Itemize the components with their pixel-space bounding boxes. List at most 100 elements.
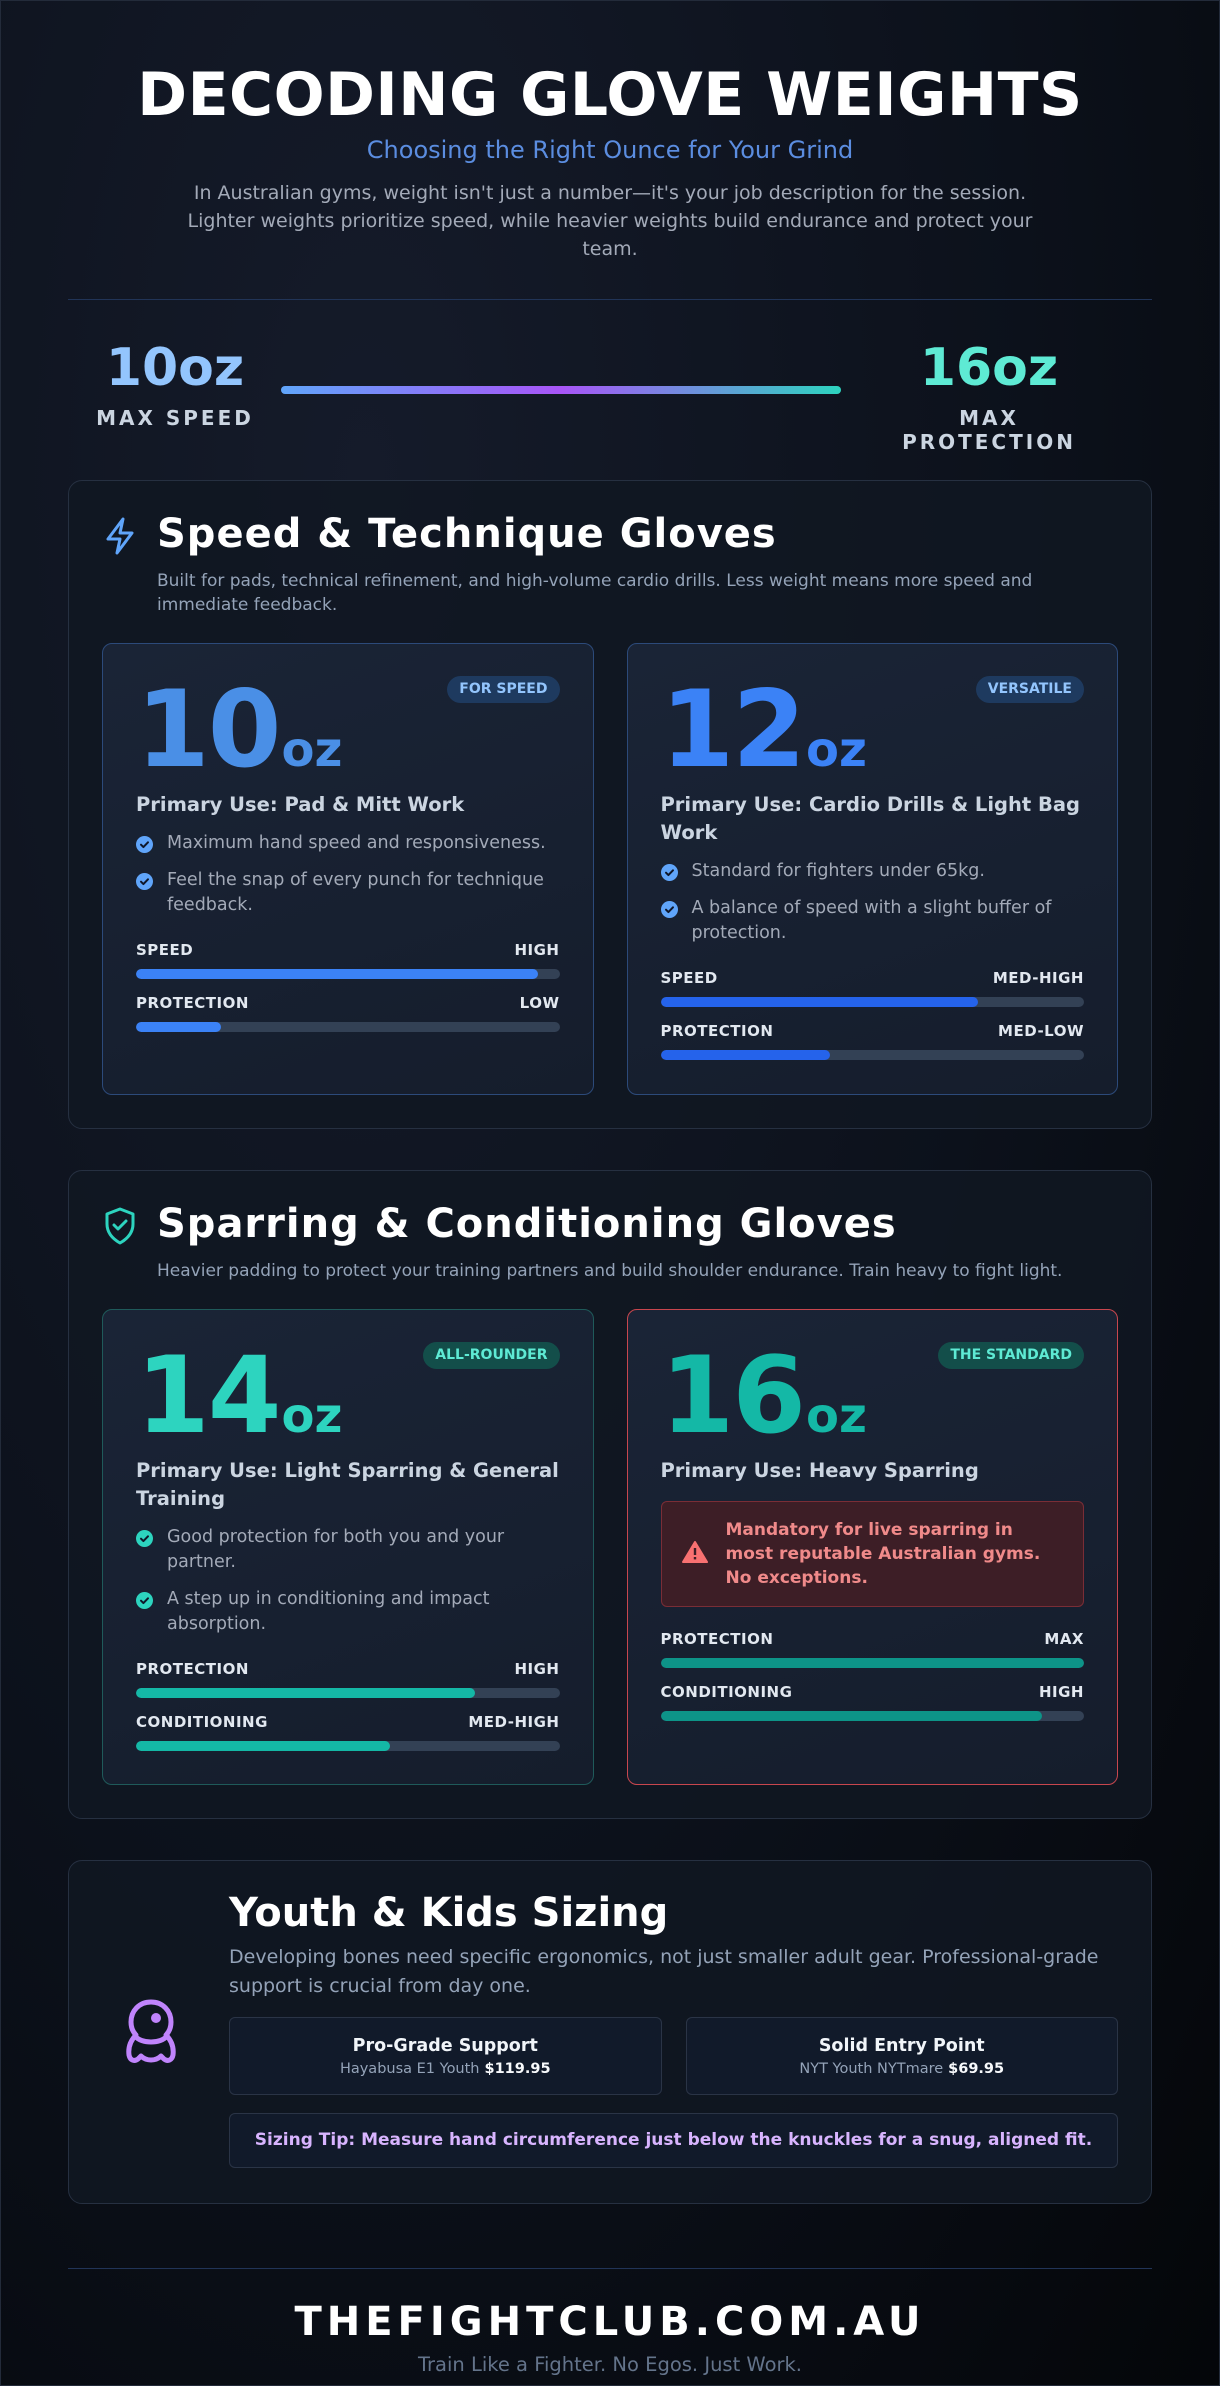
card-grid: FOR SPEED 10oz Primary Use: Pad & Mitt Wor…	[102, 643, 1118, 1095]
icon	[105, 1207, 135, 1245]
footer: THEFIGHTCLUB.COM.AU Train Like a Fighter…	[68, 2299, 1152, 2376]
meter-level: MED-HIGH	[468, 1713, 560, 1731]
meter-fill	[660, 997, 979, 1007]
meter: SPEED MED-HIGH	[660, 968, 1085, 1007]
meter-row: CONDITIONING MED-HIGH	[136, 1712, 560, 1732]
meter-label: SPEED	[660, 969, 718, 987]
meters: SPEED MED-HIGH PROTECTION MED-LOW	[660, 968, 1085, 1060]
glove-card: THE STANDARD 16oz Primary Use: Heavy Sparr…	[626, 1309, 1118, 1785]
meter-level: MAX	[1044, 1630, 1084, 1648]
icon	[136, 1592, 153, 1609]
icon	[136, 873, 153, 890]
glove-card: FOR SPEED 10oz Primary Use: Pad & Mitt Wor…	[102, 643, 594, 1095]
meter-row: PROTECTION HIGH	[136, 1659, 560, 1679]
meter-row: SPEED MED-HIGH	[661, 968, 1085, 988]
scale-gradient	[281, 386, 841, 394]
scale-max: 16oz MAX PROTECTION	[869, 338, 1109, 454]
meter: CONDITIONING MED-HIGH	[136, 1712, 560, 1751]
section-title: Speed & Technique Gloves	[157, 511, 777, 557]
icon	[106, 517, 134, 555]
meter-level: HIGH	[514, 1660, 560, 1678]
icon-part	[132, 2033, 170, 2045]
meter-label: PROTECTION	[660, 1630, 774, 1648]
divider	[68, 299, 1152, 300]
primary-use: Primary Use: Light Sparring & General Tr…	[136, 1459, 559, 1510]
primary-use: Primary Use: Heavy Sparring	[660, 1459, 979, 1482]
meter-level: MED-LOW	[998, 1022, 1084, 1040]
icon	[660, 901, 678, 918]
point: Standard for fighters under 65kg.	[660, 859, 1085, 884]
card-grid: ALL-ROUNDER 14oz Primary Use: Light Sparri…	[102, 1309, 1118, 1785]
weight-number: 14	[136, 1334, 282, 1457]
product-price: $119.95	[484, 2061, 551, 2077]
option-product: NYT Youth NYTmare $69.95	[687, 2058, 1118, 2080]
icon-part	[140, 878, 149, 886]
site-name: THEFIGHTCLUB.COM.AU	[294, 2299, 926, 2345]
youth-options: Pro-Grade Support Hayabusa E1 Youth $119.9…	[229, 2017, 1118, 2095]
badge: ALL-ROUNDER	[423, 1342, 560, 1369]
weight: 12oz	[661, 677, 1085, 783]
section-header: Speed & Technique Gloves Built for pads, …	[102, 514, 1118, 617]
icon-part	[664, 906, 674, 914]
icon-part	[136, 1592, 153, 1609]
section-icon	[102, 516, 138, 560]
meter-row: CONDITIONING HIGH	[661, 1682, 1085, 1702]
meter-track	[660, 1050, 1084, 1060]
meter-label: CONDITIONING	[660, 1683, 793, 1701]
point: Maximum hand speed and responsiveness.	[136, 831, 560, 856]
icon-part	[105, 1207, 135, 1245]
header: DECODING GLOVE WEIGHTS Choosing the Righ…	[68, 1, 1152, 263]
icon-part	[112, 1219, 128, 1231]
point-text: Maximum hand speed and responsiveness.	[167, 833, 546, 853]
meter-track	[136, 1022, 560, 1032]
weight: 10oz	[136, 677, 560, 783]
icon-part	[660, 864, 678, 881]
weight-unit: oz	[806, 1388, 867, 1444]
product-price: $69.95	[948, 2061, 1005, 2077]
meter-fill	[136, 969, 539, 979]
badge: VERSATILE	[975, 676, 1084, 703]
meter-track	[660, 1711, 1084, 1721]
intro: In Australian gyms, weight isn't just a …	[187, 182, 1033, 260]
tagline: Train Like a Fighter. No Egos. Just Work…	[417, 2353, 803, 2376]
meter-level: MED-HIGH	[992, 969, 1084, 987]
icon-part	[151, 2013, 161, 2023]
scale-min: 10oz MAX SPEED	[55, 338, 295, 430]
icon	[681, 1541, 708, 1563]
scale-min-caption: MAX SPEED	[96, 406, 254, 430]
scale-max-caption: MAX PROTECTION	[902, 406, 1076, 454]
meter: PROTECTION MED-LOW	[660, 1021, 1085, 1060]
section-card: Sparring & Conditioning Gloves Heavier pa…	[68, 1170, 1152, 1819]
meter-track	[136, 969, 560, 979]
option: Solid Entry Point NYT Youth NYTmare $69.95	[685, 2017, 1118, 2095]
meter-row: PROTECTION LOW	[136, 993, 560, 1013]
meter-track	[136, 1688, 560, 1698]
sizing-tip: Sizing Tip: Measure hand circumference j…	[229, 2113, 1118, 2168]
kid-icon	[126, 1999, 176, 2063]
meter-fill	[136, 1741, 391, 1751]
divider	[68, 2268, 1152, 2269]
meter-level: HIGH	[1038, 1683, 1084, 1701]
icon-part	[140, 841, 149, 849]
point: A step up in conditioning and impact abs…	[136, 1587, 560, 1637]
point: Good protection for both you and your pa…	[136, 1525, 560, 1575]
icon-part	[106, 517, 134, 555]
weight-number: 10	[136, 668, 282, 791]
meter: SPEED HIGH	[136, 940, 560, 979]
badge: FOR SPEED	[447, 676, 560, 703]
meter-row: PROTECTION MED-LOW	[661, 1021, 1085, 1041]
icon-part	[693, 1548, 696, 1555]
section-card: Speed & Technique Gloves Built for pads, …	[68, 480, 1152, 1129]
meter-fill	[660, 1050, 830, 1060]
point: A balance of speed with a slight buffer …	[660, 896, 1085, 946]
meter: PROTECTION MAX	[660, 1629, 1084, 1668]
scale-max-label: 16oz	[919, 338, 1059, 398]
icon-part	[126, 1999, 176, 2063]
option: Pro-Grade Support Hayabusa E1 Youth $119.9…	[229, 2017, 662, 2095]
meter-fill	[660, 1658, 1084, 1668]
weight-unit: oz	[281, 1388, 343, 1444]
point-text: Standard for fighters under 65kg.	[691, 861, 985, 881]
product-name: Hayabusa E1 Youth	[339, 2061, 480, 2077]
meters: PROTECTION MAX CONDITIONING HIGH	[660, 1629, 1085, 1721]
